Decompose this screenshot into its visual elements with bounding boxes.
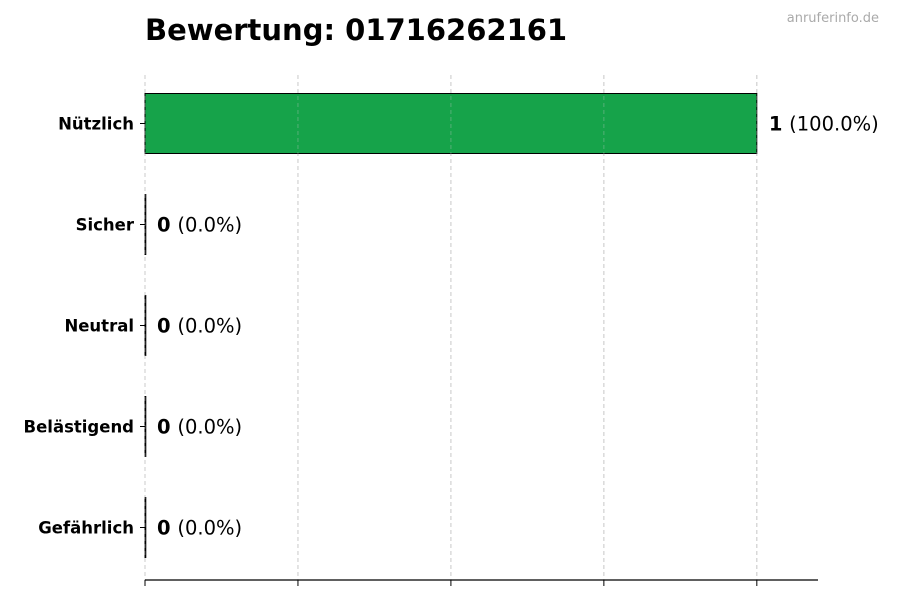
data-percent: (100.0%) xyxy=(789,113,879,136)
data-percent: (0.0%) xyxy=(177,416,242,439)
category-label: Nützlich xyxy=(58,115,134,134)
chart-title: Bewertung: 01716262161 xyxy=(145,13,567,47)
data-label: 0 (0.0%) xyxy=(157,315,242,338)
data-percent: (0.0%) xyxy=(177,214,242,237)
category-label: Sicher xyxy=(76,216,135,235)
watermark: anruferinfo.de xyxy=(787,11,879,26)
data-value: 0 xyxy=(157,214,177,237)
data-value: 0 xyxy=(157,416,177,439)
data-label: 0 (0.0%) xyxy=(157,416,242,439)
category-label: Gefährlich xyxy=(38,519,134,538)
data-percent: (0.0%) xyxy=(177,517,242,540)
category-label: Belästigend xyxy=(24,418,134,437)
data-percent: (0.0%) xyxy=(177,315,242,338)
category-label: Neutral xyxy=(64,317,134,336)
data-value: 0 xyxy=(157,315,177,338)
data-label: 0 (0.0%) xyxy=(157,214,242,237)
data-value: 0 xyxy=(157,517,177,540)
data-label: 1 (100.0%) xyxy=(769,113,879,136)
bar-nützlich xyxy=(144,93,758,154)
data-value: 1 xyxy=(769,113,789,136)
data-label: 0 (0.0%) xyxy=(157,517,242,540)
bar-neutral xyxy=(144,295,147,356)
bar-gefährlich xyxy=(144,497,147,558)
